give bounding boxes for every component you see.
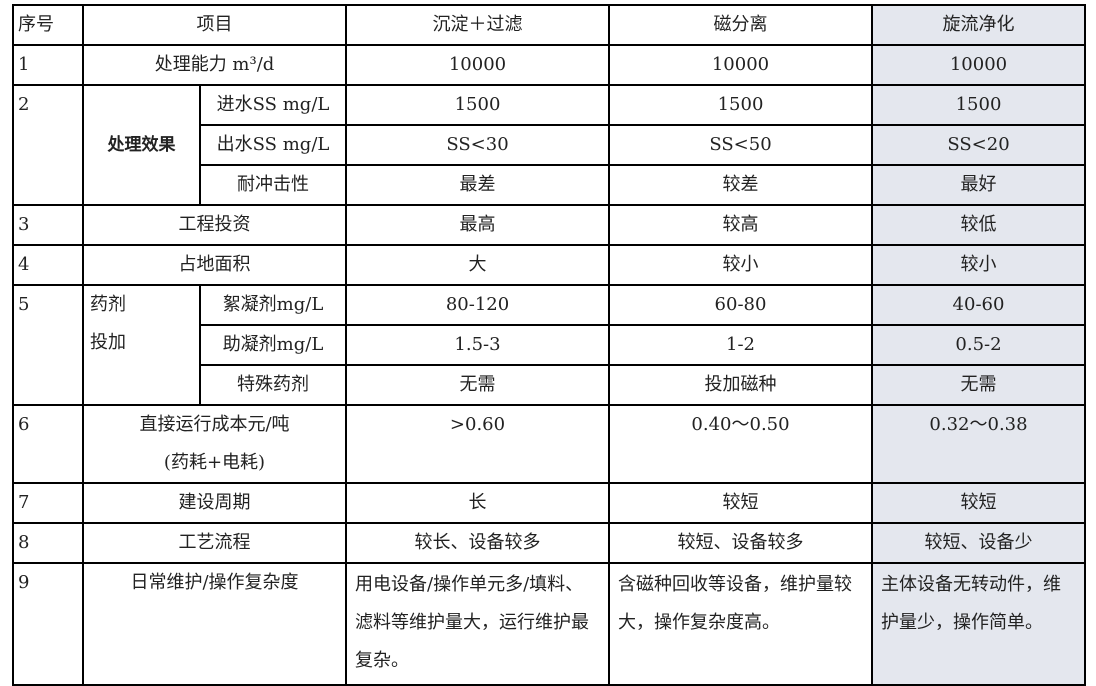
row-seq: 5 bbox=[12, 284, 84, 406]
row-seq: 4 bbox=[12, 244, 84, 286]
value-cell: 40-60 bbox=[871, 284, 1086, 326]
row-seq: 1 bbox=[12, 44, 84, 86]
value-cell: 大 bbox=[345, 244, 610, 286]
header-method: 磁分离 bbox=[608, 4, 873, 46]
row-item: 处理能力 m³/d bbox=[82, 44, 347, 86]
row-seq: 9 bbox=[12, 562, 84, 686]
row-group: 药剂 投加 bbox=[82, 284, 201, 406]
table-row: 6 直接运行成本元/吨 (药耗+电耗) >0.60 0.40～0.50 0.32～0.38 bbox=[12, 404, 1086, 484]
value-cell: 1500 bbox=[345, 84, 610, 126]
table-row: 4 占地面积大较小 较小 bbox=[12, 244, 1086, 286]
value-cell: 较长、设备较多 bbox=[345, 522, 610, 564]
table-row: 7 建设周期长较短 较短 bbox=[12, 482, 1086, 524]
value-cell: 最高 bbox=[345, 204, 610, 246]
row-item: 占地面积 bbox=[82, 244, 347, 286]
row-group: 处理效果 bbox=[82, 84, 201, 206]
value-cell: 无需 bbox=[871, 364, 1086, 406]
header-item: 项目 bbox=[82, 4, 347, 46]
value-cell: 最差 bbox=[345, 164, 610, 206]
table-row: 耐冲击性 最差 较差 最好 bbox=[13, 164, 1086, 206]
value-cell: 1-2 bbox=[608, 324, 873, 366]
value-cell: 较小 bbox=[871, 244, 1086, 286]
table-row: 特殊药剂 无需 投加磁种 无需 bbox=[13, 364, 1086, 406]
table-row: 出水SS mg/L SS<30 SS<50 SS<20 bbox=[13, 124, 1086, 166]
value-cell: 1.5-3 bbox=[345, 324, 610, 366]
value-cell: >0.60 bbox=[345, 404, 610, 484]
row-seq: 3 bbox=[12, 204, 84, 246]
row-seq: 8 bbox=[12, 522, 84, 564]
table-row: 3 工程投资 最高 较高 较低 bbox=[12, 204, 1086, 246]
value-cell: 10000 bbox=[345, 44, 610, 86]
value-cell: 较差 bbox=[608, 164, 873, 206]
row-subitem: 进水SS mg/L bbox=[199, 84, 347, 126]
row-seq: 2 bbox=[12, 84, 84, 206]
value-cell: 较短、设备少 bbox=[871, 522, 1086, 564]
value-cell: 较低 bbox=[871, 204, 1086, 246]
value-cell: SS<50 bbox=[608, 124, 873, 166]
cell-text-line: 投加 bbox=[90, 332, 126, 353]
header-method: 旋流净化 bbox=[871, 4, 1086, 46]
value-cell: 较高 bbox=[608, 204, 873, 246]
value-cell: 1500 bbox=[608, 84, 873, 126]
value-cell: 较短、设备较多 bbox=[608, 522, 873, 564]
value-cell: 主体设备无转动件，维护量少，操作简单。 bbox=[871, 562, 1086, 686]
value-cell: 投加磁种 bbox=[608, 364, 873, 406]
row-item: 工程投资 bbox=[82, 204, 347, 246]
row-item: 日常维护/操作复杂度 bbox=[82, 562, 347, 686]
header-method: 沉淀＋过滤 bbox=[345, 4, 610, 46]
table-row: 5 药剂 投加 絮凝剂mg/L 80-120 60-80 40-60 bbox=[12, 284, 1086, 406]
row-subitem: 出水SS mg/L bbox=[199, 124, 347, 166]
value-cell: 60-80 bbox=[608, 284, 873, 326]
row-item: 工艺流程 bbox=[82, 522, 347, 564]
row-subitem: 特殊药剂 bbox=[199, 364, 347, 406]
table-row: 1 处理能力 m³/d 10000 10000 10000 bbox=[12, 44, 1086, 86]
value-cell: 较短 bbox=[608, 482, 873, 524]
value-cell: 较短 bbox=[871, 482, 1086, 524]
row-item: 直接运行成本元/吨 (药耗+电耗) bbox=[82, 404, 347, 484]
row-subitem: 耐冲击性 bbox=[199, 164, 347, 206]
table-row: 助凝剂mg/L 1.5-3 1-2 0.5-2 bbox=[13, 324, 1086, 366]
table-row: 9 日常维护/操作复杂度 用电设备/操作单元多/填料、滤料等维护量大，运行维护最复杂… bbox=[12, 562, 1086, 686]
row-subitem: 絮凝剂mg/L bbox=[199, 284, 347, 326]
row-seq: 7 bbox=[12, 482, 84, 524]
value-cell: SS<20 bbox=[871, 124, 1086, 166]
row-subitem: 助凝剂mg/L bbox=[199, 324, 347, 366]
table-row: 8 工艺流程 较长、设备较多 较短、设备较多 较短、设备少 bbox=[12, 522, 1086, 564]
header-seq: 序号 bbox=[12, 4, 84, 46]
cell-text-line: 直接运行成本元/吨 bbox=[139, 414, 290, 435]
value-cell: 80-120 bbox=[345, 284, 610, 326]
value-cell: 长 bbox=[345, 482, 610, 524]
cell-text-line: 药剂 bbox=[90, 294, 126, 315]
value-cell: 最好 bbox=[871, 164, 1086, 206]
value-cell: 0.40～0.50 bbox=[608, 404, 873, 484]
value-cell: 0.32～0.38 bbox=[871, 404, 1086, 484]
comparison-table: 序号 项目 沉淀＋过滤 磁分离 旋流净化 1 处理能力 m³/d 10000 10000 1000… bbox=[12, 4, 1086, 686]
value-cell: 较小 bbox=[608, 244, 873, 286]
table-row: 2 处理效果 进水SS mg/L 1500 1500 1500 bbox=[12, 84, 1086, 206]
value-cell: SS<30 bbox=[345, 124, 610, 166]
value-cell: 用电设备/操作单元多/填料、滤料等维护量大，运行维护最复杂。 bbox=[345, 562, 610, 686]
header-row: 序号 项目 沉淀＋过滤 磁分离 旋流净化 bbox=[12, 4, 1086, 46]
cell-text-line: (药耗+电耗) bbox=[163, 452, 266, 473]
value-cell: 10000 bbox=[871, 44, 1086, 86]
value-cell: 0.5-2 bbox=[871, 324, 1086, 366]
value-cell: 无需 bbox=[345, 364, 610, 406]
value-cell: 1500 bbox=[871, 84, 1086, 126]
row-item: 建设周期 bbox=[82, 482, 347, 524]
row-seq: 6 bbox=[12, 404, 84, 484]
value-cell: 10000 bbox=[608, 44, 873, 86]
value-cell: 含磁种回收等设备，维护量较大，操作复杂度高。 bbox=[608, 562, 873, 686]
